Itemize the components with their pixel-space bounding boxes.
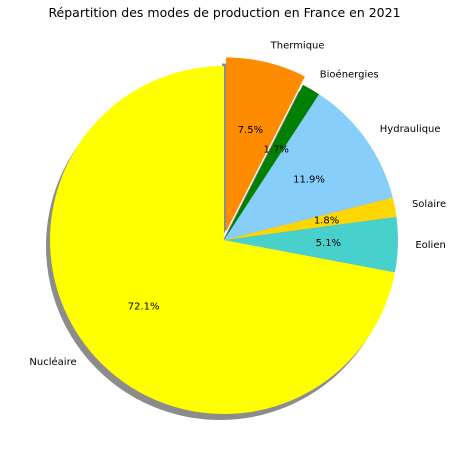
percent-label-nucleaire: 72.1% [128,302,160,313]
slice-label-thermique: Thermique [270,40,325,51]
slice-label-hydraulique: Hydraulique [380,124,441,135]
pie-slice-bioenergies [224,84,319,240]
slice-label-solaire: Solaire [412,199,446,210]
slice-label-nucleaire: Nucléaire [29,356,76,368]
percent-label-bioenergies: 1.7% [264,145,289,156]
slice-label-eolien: Eolien [415,240,445,251]
pie-slice-eolien [224,216,398,273]
pie-slice-thermique [226,57,305,232]
pie-slices [49,57,398,414]
pie-slice-hydraulique [224,94,393,240]
pie-slice-solaire [224,197,397,240]
percent-label-thermique: 7.5% [238,125,263,136]
percent-label-solaire: 1.8% [314,215,339,226]
percent-label-eolien: 5.1% [316,238,341,249]
percent-labels: 72.1% 5.1% 1.8% 11.9% 1.7%7.5% [128,125,341,313]
chart-title: Répartition des modes de production en F… [48,5,400,20]
pie-slice-nucleaire [49,66,395,414]
slice-label-bioenergies: Bioénergies [320,68,379,80]
slice-labels: Nucléaire Eolien Solaire Hydraulique Bioéner… [29,40,446,368]
percent-label-hydraulique: 11.9% [293,174,325,185]
